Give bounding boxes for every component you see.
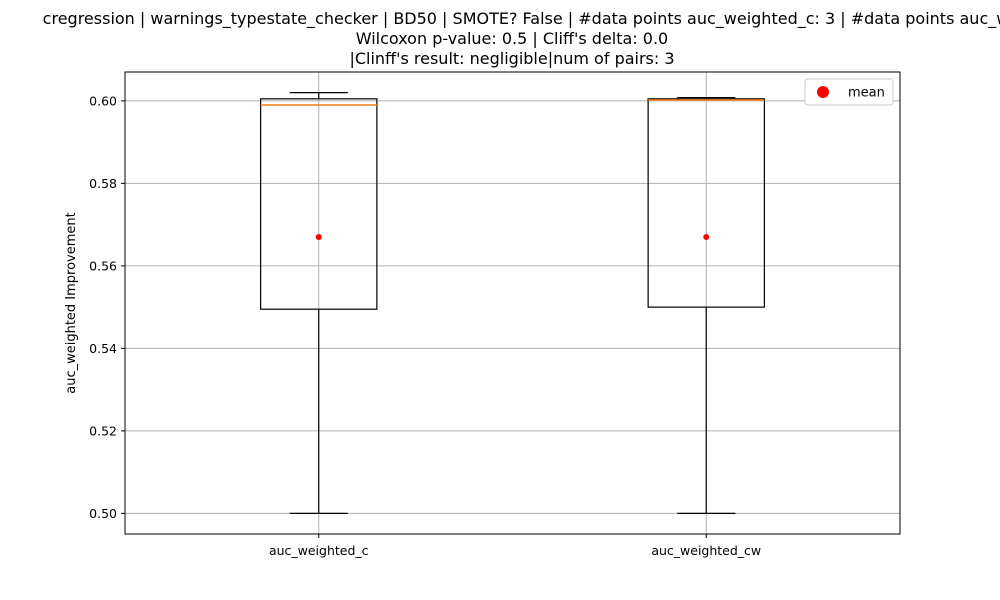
legend-mean-label: mean xyxy=(848,86,885,101)
y-tick-label: 0.56 xyxy=(89,258,117,273)
chart-title: cregression | warnings_typestate_checker… xyxy=(43,9,1000,68)
grid-lines xyxy=(125,72,900,534)
x-tick-label: auc_weighted_cw xyxy=(651,543,761,558)
y-tick-label: 0.50 xyxy=(89,506,117,521)
x-tick-label: auc_weighted_c xyxy=(269,543,369,558)
mean-marker xyxy=(703,234,710,240)
legend-mean-marker xyxy=(817,86,829,98)
legend: mean xyxy=(804,78,894,106)
mean-marker xyxy=(315,234,322,240)
box-plots xyxy=(260,92,765,514)
y-tick-label: 0.54 xyxy=(89,341,117,356)
plot-area-frame xyxy=(124,71,901,535)
axes: 0.50 0.52 0.54 0.56 0.58 0.60 auc_weighted_c au… xyxy=(89,93,761,558)
box-iqr xyxy=(260,98,378,310)
y-tick-label: 0.60 xyxy=(89,93,117,108)
y-tick-label: 0.52 xyxy=(89,423,117,438)
title-line-1: cregression | warnings_typestate_checker… xyxy=(43,9,1000,29)
title-line-3: |Clinff's result: negligible|num of pair… xyxy=(349,49,674,68)
legend-frame xyxy=(804,78,894,106)
y-tick-label: 0.58 xyxy=(89,176,117,191)
y-axis-label: auc_weighted Improvement xyxy=(64,212,79,394)
title-line-2: Wilcoxon p-value: 0.5 | Cliff's delta: 0… xyxy=(356,29,668,48)
box-iqr xyxy=(647,98,765,308)
